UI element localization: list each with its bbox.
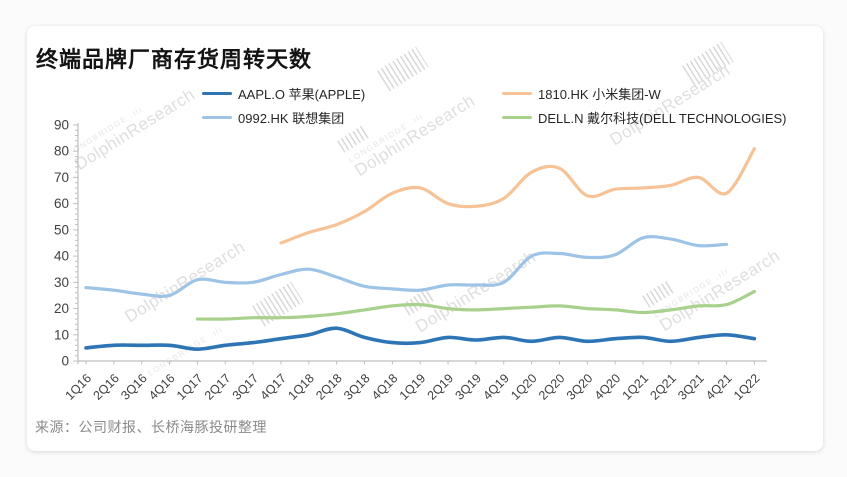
chart-title: 终端品牌厂商存货周转天数: [36, 47, 313, 72]
x-axis-tick-label: 3Q19: [452, 371, 484, 403]
legend-label-lenovo: 0992.HK 联想集团: [238, 111, 345, 126]
x-axis-tick-label: 1Q21: [620, 371, 652, 403]
x-axis-tick-label: 2Q18: [313, 371, 345, 403]
x-axis-tick-label: 2Q16: [90, 371, 122, 403]
legend-marker-xiaomi-line: [502, 91, 532, 96]
x-axis-tick-label: 4Q18: [369, 371, 401, 403]
legend-label-xiaomi: 1810.HK 小米集团-W: [538, 87, 661, 102]
x-axis-tick-label: 3Q17: [230, 371, 262, 403]
x-axis-tick-label: 2Q17: [202, 371, 234, 403]
y-axis-tick-label: 40: [54, 249, 69, 264]
series-line-0: [84, 326, 757, 351]
x-axis-tick-label: 2Q21: [647, 371, 679, 403]
x-axis-tick-label: 1Q22: [731, 371, 763, 403]
x-axis-tick-label: 2Q19: [425, 371, 457, 403]
x-axis-tick-label: 1Q18: [285, 371, 317, 403]
x-axis-tick-label: 3Q18: [341, 371, 373, 403]
x-axis-tick-label: 3Q16: [118, 371, 150, 403]
y-axis-tick-label: 0: [61, 354, 69, 369]
series-line-3: [195, 289, 756, 321]
y-axis-tick-label: 90: [54, 118, 69, 133]
line-chart-plot: 01020304050607080901Q162Q163Q164Q161Q172…: [54, 118, 767, 403]
y-axis-tick-label: 50: [54, 222, 69, 237]
x-axis-tick-label: 2Q20: [536, 371, 568, 403]
legend-item-apple: AAPL.O 苹果(APPLE): [202, 84, 498, 103]
chart-card: LONGBRIDGE .ılı DolphinResearch LONGBRIDGE…: [27, 26, 823, 451]
y-axis-tick-label: 60: [54, 196, 69, 211]
y-axis-tick-label: 10: [54, 327, 69, 342]
y-axis-tick-label: 20: [54, 301, 69, 316]
legend-marker-dell-line: [502, 115, 532, 120]
x-axis-tick-label: 1Q19: [397, 371, 429, 403]
x-axis-tick-label: 4Q21: [703, 371, 735, 403]
x-axis-tick-label: 3Q20: [564, 371, 596, 403]
x-axis-tick-label: 4Q20: [592, 371, 624, 403]
y-axis-tick-label: 70: [54, 170, 69, 185]
legend-marker-lenovo-line: [202, 115, 232, 120]
legend-item-dell: DELL.N 戴尔科技(DELL TECHNOLOGIES): [502, 108, 787, 127]
y-axis-tick-label: 80: [54, 144, 69, 159]
x-axis-tick-label: 1Q20: [508, 371, 540, 403]
x-axis-tick-label: 4Q17: [258, 371, 290, 403]
series-line-2: [84, 235, 729, 298]
source-note: 来源：公司财报、长桥海豚投研整理: [35, 419, 267, 435]
chart-legend: AAPL.O 苹果(APPLE) 1810.HK 小米集团-W 0992.HK …: [202, 84, 787, 127]
legend-marker-apple-line: [202, 91, 232, 96]
legend-item-lenovo: 0992.HK 联想集团: [202, 108, 498, 127]
y-axis-tick-label: 30: [54, 275, 69, 290]
x-axis-tick-label: 4Q16: [146, 371, 178, 403]
series-line-1: [279, 147, 756, 245]
legend-label-apple: AAPL.O 苹果(APPLE): [238, 87, 366, 102]
legend-item-xiaomi: 1810.HK 小米集团-W: [502, 84, 787, 103]
x-axis-tick-label: 4Q19: [480, 371, 512, 403]
x-axis-tick-label: 1Q16: [63, 371, 95, 403]
legend-label-dell: DELL.N 戴尔科技(DELL TECHNOLOGIES): [538, 111, 787, 126]
x-axis-tick-label: 1Q17: [174, 371, 206, 403]
x-axis-tick-label: 3Q21: [675, 371, 707, 403]
